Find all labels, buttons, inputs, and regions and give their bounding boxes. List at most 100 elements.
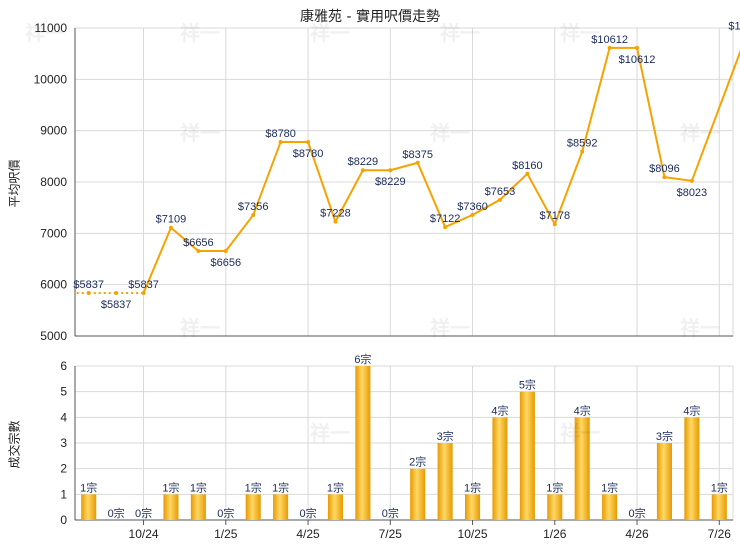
count-bar	[711, 494, 727, 520]
count-tick-label: 3	[60, 436, 67, 450]
count-data-label: 1宗	[80, 480, 97, 494]
price-point	[333, 219, 338, 224]
price-tick-label: 5000	[40, 329, 67, 343]
count-data-label: 4宗	[574, 403, 591, 417]
count-data-label: 1宗	[464, 480, 481, 494]
price-tick-label: 9000	[40, 124, 67, 138]
count-bar	[602, 494, 618, 520]
count-bar	[656, 443, 672, 520]
count-bar	[355, 366, 371, 520]
count-tick-label: 6	[60, 359, 67, 373]
price-line-segment	[224, 214, 255, 252]
count-bar	[574, 417, 590, 520]
watermark-text: 祥一	[25, 21, 65, 45]
price-point	[306, 139, 311, 144]
price-point	[415, 160, 420, 165]
watermark-text: 祥一	[560, 21, 600, 45]
price-point	[635, 45, 640, 50]
price-data-label: $5837	[101, 299, 132, 311]
price-line-segment	[553, 151, 584, 225]
count-data-label: 3宗	[656, 429, 673, 443]
count-data-label: 0宗	[108, 506, 125, 520]
watermark-text: 祥一	[440, 21, 480, 45]
x-tick-label: 10/25	[458, 527, 488, 541]
price-point	[278, 139, 283, 144]
price-point	[470, 212, 475, 217]
price-point	[497, 197, 502, 202]
count-bar	[81, 494, 97, 520]
price-line-segment	[664, 176, 693, 182]
count-data-label: 5宗	[519, 378, 536, 392]
price-data-label: $8023	[677, 187, 708, 199]
count-bar	[519, 391, 535, 520]
price-line-segment	[581, 47, 611, 152]
watermark-text: 祥一	[180, 316, 220, 340]
price-tick-label: 11000	[35, 21, 68, 35]
price-tick-label: 7000	[40, 226, 67, 240]
count-data-label: 1宗	[245, 480, 262, 494]
transaction-bar-panel: 0 1 2 3 4 5 6 10/24 1/25 4/25 7/25 10/25 1/26 4/26 7/2…	[60, 352, 734, 541]
count-data-label: 2宗	[409, 455, 426, 469]
price-point	[388, 168, 393, 173]
price-point	[580, 149, 585, 154]
watermark-text: 祥一	[180, 21, 220, 45]
price-line-panel: 5000 6000 7000 8000 9000 10000 11000 $5837 $5837…	[34, 20, 740, 343]
count-bar	[245, 494, 261, 520]
watermark-text: 祥一	[430, 316, 470, 340]
count-data-label: 0宗	[382, 506, 399, 520]
price-data-label: $8229	[375, 176, 406, 188]
count-data-label: 3宗	[437, 429, 454, 443]
x-tick-label: 7/25	[379, 527, 403, 541]
price-line-segment	[334, 169, 364, 223]
x-tick-label: 4/26	[625, 527, 649, 541]
price-line-segment	[252, 141, 282, 216]
watermark-text: 祥一	[430, 121, 470, 145]
count-data-label: 1宗	[546, 480, 563, 494]
price-data-label: $5837	[128, 279, 159, 291]
count-data-label: 1宗	[711, 480, 728, 494]
price-data-label: $8780	[265, 128, 296, 140]
price-data-label: $10874	[728, 20, 740, 32]
price-data-label: $7109	[156, 214, 187, 226]
count-bar	[492, 417, 508, 520]
count-data-label: 4宗	[683, 403, 700, 417]
chart-title: 康雅苑 - 實用呎價走勢	[300, 9, 440, 25]
watermark-text: 祥一	[560, 421, 600, 445]
price-line-segment	[142, 227, 172, 294]
price-point	[168, 225, 173, 230]
price-data-label: $10612	[591, 34, 628, 46]
price-data-label: $7360	[457, 201, 488, 213]
watermark-text: 祥一	[310, 21, 350, 45]
count-bar	[190, 494, 206, 520]
x-tick-label: 1/25	[214, 527, 238, 541]
count-data-label: 1宗	[162, 480, 179, 494]
price-point	[114, 291, 119, 296]
count-data-label: 1宗	[190, 480, 207, 494]
price-line-segment	[170, 226, 200, 252]
count-data-label: 4宗	[491, 403, 508, 417]
price-point	[552, 222, 557, 227]
x-tick-label: 1/26	[543, 527, 567, 541]
price-point	[443, 225, 448, 230]
watermark-text: 祥一	[180, 121, 220, 145]
price-line-segment	[390, 161, 418, 172]
count-data-label: 0宗	[217, 506, 234, 520]
price-point	[196, 248, 201, 253]
price-line-segment	[636, 47, 666, 178]
count-data-label: 1宗	[327, 480, 344, 494]
count-tick-label: 0	[60, 513, 67, 527]
price-data-label: $7653	[485, 186, 516, 198]
count-bar	[410, 468, 426, 520]
price-tick-label: 6000	[40, 278, 67, 292]
watermark-text: 祥一	[680, 316, 720, 340]
price-data-label: $8375	[402, 149, 433, 161]
count-data-label: 0宗	[135, 506, 152, 520]
count-tick-label: 2	[60, 462, 67, 476]
price-data-label: $7228	[320, 208, 351, 220]
count-bar	[547, 494, 563, 520]
count-tick-label: 1	[60, 487, 67, 501]
count-bar	[437, 443, 453, 520]
price-line-segment	[690, 49, 740, 182]
